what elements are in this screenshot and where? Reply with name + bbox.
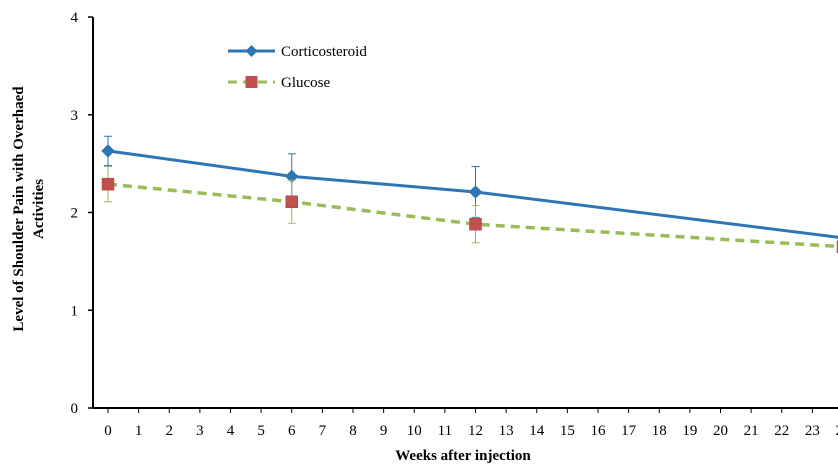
series-line <box>107 149 838 239</box>
x-tick-label: 7 <box>319 423 327 439</box>
x-tick-label: 14 <box>529 423 545 439</box>
x-tick-label: 2 <box>166 423 174 439</box>
x-tick-label: 9 <box>380 423 388 439</box>
y-axis-title-line-2: Activities <box>31 179 47 239</box>
x-tick-label: 12 <box>468 423 483 439</box>
legend-item-corticosteroid: Corticosteroid <box>228 44 367 60</box>
y-axis-title-line-1: Level of Shoulder Pain with Overhaed <box>11 86 27 332</box>
data-point <box>101 177 115 191</box>
x-tick-label: 24 <box>836 423 838 439</box>
x-tick-label: 13 <box>499 423 514 439</box>
x-tick-label: 20 <box>713 423 728 439</box>
x-tick-label: 17 <box>621 423 637 439</box>
legend-label: Corticosteroid <box>281 44 367 60</box>
series-glucose <box>101 166 838 253</box>
y-tick-label: 1 <box>71 303 79 319</box>
x-tick-label: 3 <box>196 423 204 439</box>
x-tick-label: 15 <box>560 423 575 439</box>
x-tick-label: 21 <box>744 423 759 439</box>
data-point <box>285 195 298 208</box>
legend-marker <box>245 45 258 57</box>
legend-marker <box>245 76 258 88</box>
data-point <box>469 217 482 231</box>
data-point <box>468 185 483 199</box>
x-tick-label: 0 <box>104 423 112 439</box>
legend-label: Glucose <box>281 75 330 91</box>
y-tick-label: 4 <box>71 10 79 26</box>
y-axis-title: Level of Shoulder Pain with Overhaed Act… <box>11 86 47 332</box>
x-tick-label: 10 <box>407 423 422 439</box>
x-tick-label: 5 <box>257 423 265 439</box>
x-tick-label: 18 <box>652 423 667 439</box>
y-tick-label: 0 <box>71 401 79 417</box>
legend: Corticosteroid Glucose <box>228 44 367 91</box>
x-tick-label: 22 <box>774 423 789 439</box>
x-tick-label: 1 <box>135 423 143 439</box>
y-tick-label: 3 <box>71 108 79 124</box>
x-tick-label: 19 <box>682 423 697 439</box>
series-corticosteroid <box>101 135 838 240</box>
series-line <box>107 182 838 249</box>
legend-item-glucose: Glucose <box>228 75 330 91</box>
x-tick-label: 11 <box>438 423 452 439</box>
x-tick-label: 6 <box>288 423 296 439</box>
x-tick-label: 16 <box>591 423 607 439</box>
x-tick-label: 23 <box>805 423 820 439</box>
x-tick-label: 8 <box>349 423 357 439</box>
x-tick-label: 4 <box>227 423 235 439</box>
series-layer <box>101 135 838 253</box>
data-point <box>101 144 115 158</box>
x-axis-title: Weeks after injection <box>395 448 531 464</box>
y-tick-label: 2 <box>71 206 79 222</box>
